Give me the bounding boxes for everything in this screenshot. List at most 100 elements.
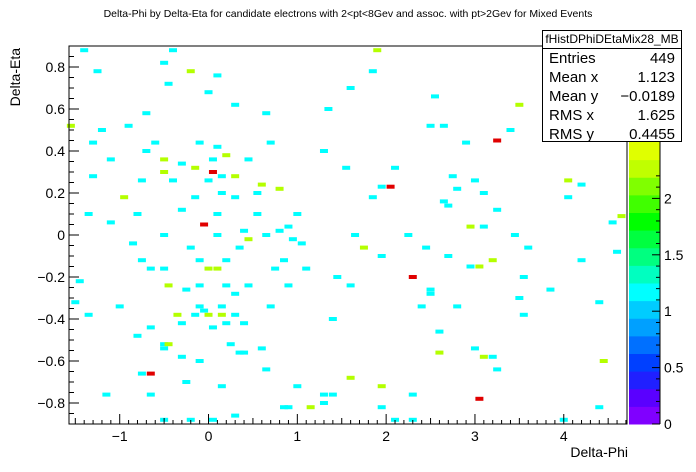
- histogram-bin: [519, 312, 528, 317]
- histogram-bin: [217, 191, 226, 195]
- stats-row-mean-x: Mean x 1.123: [543, 68, 681, 87]
- y-tick-label: 0: [57, 227, 65, 243]
- stats-rms-y-label: RMS y: [549, 126, 594, 143]
- x-tick-label: 3: [471, 428, 479, 444]
- histogram-bin: [404, 233, 413, 237]
- histogram-bin: [231, 312, 240, 317]
- x-tick-label: 4: [560, 428, 568, 444]
- histogram-bin: [453, 186, 462, 191]
- histogram-bin: [217, 384, 226, 389]
- histogram-bin: [164, 283, 173, 288]
- histogram-bin: [417, 304, 426, 309]
- histogram-bin: [137, 371, 146, 376]
- histogram-bin: [164, 81, 173, 86]
- histogram-bin: [466, 264, 475, 269]
- histogram-bin: [195, 258, 204, 263]
- histogram-bin: [430, 94, 439, 99]
- stats-mean-x-label: Mean x: [549, 69, 599, 86]
- histogram-bin: [213, 233, 222, 237]
- palette-segment: [629, 388, 660, 407]
- histogram-bin: [377, 254, 386, 258]
- stats-rms-y-value: 0.4455: [629, 126, 675, 143]
- histogram-bin: [240, 228, 249, 233]
- histogram-bin: [262, 111, 271, 116]
- histogram-bin: [253, 191, 262, 195]
- histogram-bin: [244, 157, 253, 162]
- histogram-bin: [146, 392, 155, 397]
- histogram-bin: [217, 312, 226, 317]
- palette-segment: [629, 265, 660, 284]
- histogram-bin: [66, 123, 75, 128]
- stats-histogram-name: fHistDPhiDEtaMix28_MB: [543, 31, 681, 49]
- histogram-bin: [435, 350, 444, 355]
- histogram-bin: [346, 283, 355, 288]
- stats-rms-x-label: RMS x: [549, 107, 594, 124]
- histogram-bins: [66, 48, 626, 422]
- x-tick-label: 2: [382, 428, 390, 444]
- stats-entries-value: 449: [649, 50, 675, 67]
- histogram-bin: [333, 275, 342, 279]
- histogram-bin: [142, 111, 151, 116]
- histogram-bin: [160, 60, 169, 65]
- histogram-bin: [262, 233, 271, 237]
- stats-row-rms-x: RMS x 1.625: [543, 106, 681, 125]
- histogram-bin: [506, 128, 515, 132]
- y-tick-label: −0.8: [37, 395, 65, 411]
- histogram-bin: [359, 245, 368, 250]
- x-tick-label: 1: [293, 428, 301, 444]
- x-axis: −1 0 1 2 3 4: [74, 414, 627, 444]
- histogram-bin: [510, 233, 519, 237]
- histogram-bin: [222, 258, 231, 263]
- histogram-bin: [617, 214, 626, 219]
- histogram-bin: [137, 258, 146, 263]
- histogram-bin: [182, 380, 191, 384]
- histogram-bin: [599, 359, 608, 363]
- histogram-bin: [302, 266, 311, 271]
- histogram-bin: [479, 191, 488, 195]
- palette-segment: [629, 247, 660, 266]
- histogram-bin: [328, 392, 337, 397]
- histogram-bin: [284, 405, 293, 410]
- histogram-bin: [391, 165, 400, 170]
- histogram-bin: [577, 258, 586, 263]
- histogram-bin: [213, 73, 222, 78]
- histogram-bin: [439, 123, 448, 128]
- histogram-bin: [488, 258, 497, 263]
- palette-tick-label: 2: [664, 190, 672, 206]
- histogram-bin: [200, 308, 209, 313]
- histogram-bin: [240, 350, 249, 355]
- histogram-bin: [422, 245, 431, 250]
- histogram-bin: [195, 283, 204, 288]
- y-tick-label: −0.2: [37, 269, 65, 285]
- stats-box: fHistDPhiDEtaMix28_MB Entries 449 Mean x…: [542, 30, 682, 143]
- histogram-bin: [346, 86, 355, 90]
- histogram-bin: [439, 199, 448, 204]
- histogram-bin: [266, 140, 275, 145]
- histogram-bin: [488, 354, 497, 359]
- histogram-bin: [470, 346, 479, 351]
- histogram-bin: [515, 296, 524, 300]
- histogram-bin: [75, 279, 84, 284]
- histogram-bin: [93, 69, 102, 74]
- histogram-bin: [342, 165, 351, 170]
- histogram-bin: [493, 138, 502, 143]
- histogram-bin: [297, 241, 306, 246]
- histogram-bin: [266, 304, 275, 309]
- histogram-bin: [391, 417, 400, 422]
- histogram-bin: [217, 174, 226, 179]
- stats-mean-y-label: Mean y: [549, 88, 599, 105]
- histogram-bin: [146, 325, 155, 330]
- histogram-bin: [208, 157, 217, 162]
- histogram-bin: [195, 140, 204, 145]
- histogram-bin: [89, 140, 98, 145]
- palette-tick-label: 1: [664, 303, 672, 319]
- histogram-bin: [231, 291, 240, 296]
- x-axis-label: Delta-Phi: [570, 444, 628, 460]
- histogram-bin: [613, 249, 622, 254]
- histogram-bin: [608, 220, 617, 225]
- histogram-bin: [524, 245, 533, 250]
- histogram-bin: [328, 317, 337, 321]
- histogram-bin: [231, 413, 240, 418]
- histogram-bin: [293, 384, 302, 389]
- histogram-bin: [426, 291, 435, 296]
